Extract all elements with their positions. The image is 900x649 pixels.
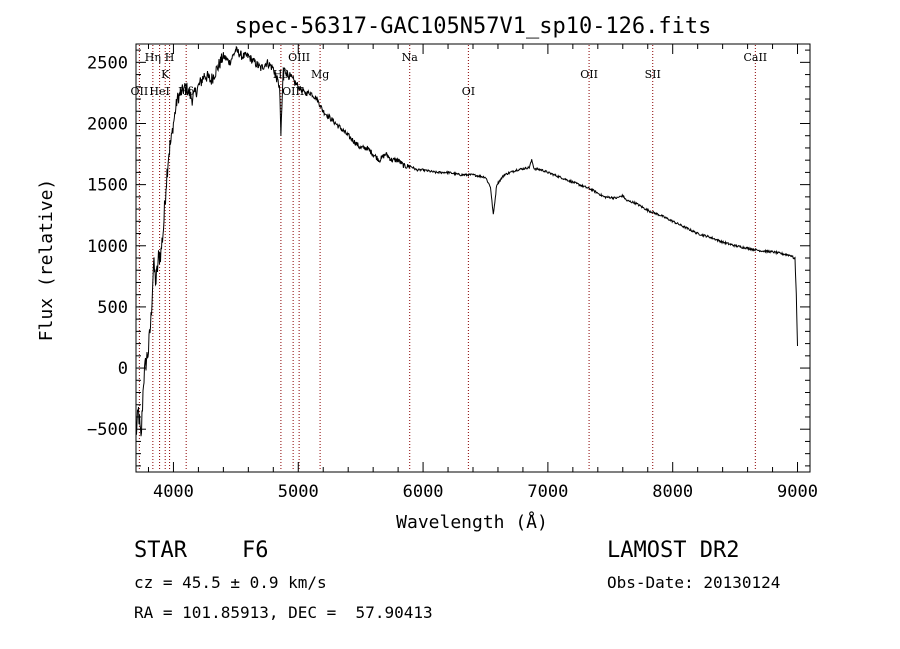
line-label: OIII: [288, 51, 310, 64]
spectrum-chart: spec-56317-GAC105N57V1_sp10-126.fits OII…: [36, 14, 818, 533]
y-tick-label: 1500: [87, 176, 128, 196]
spectrum-line: [135, 45, 798, 437]
x-tick-label: 5000: [278, 482, 319, 502]
x-axis-label: Wavelength (Å): [396, 511, 548, 533]
chart-title: spec-56317-GAC105N57V1_sp10-126.fits: [235, 14, 712, 39]
object-class: STAR: [134, 538, 187, 563]
y-tick-label: 2500: [87, 53, 128, 73]
spectral-line-markers: [138, 45, 756, 471]
line-label: Mg: [311, 68, 329, 81]
line-label: OIII: [282, 85, 304, 98]
x-axis: 4000 5000 6000 7000 8000 9000: [147, 44, 818, 502]
coordinates: RA = 101.85913, DEC = 57.90413: [134, 603, 433, 622]
y-tick-label: 0: [118, 359, 128, 379]
y-axis: −500 0 500 1000 1500 2000 2500: [87, 49, 810, 467]
plot-frame: [135, 43, 811, 473]
line-label: Na: [402, 51, 419, 64]
survey-name: LAMOST DR2: [607, 538, 740, 563]
redshift-value: cz = 45.5 ± 0.9 km/s: [134, 573, 327, 592]
line-label: K: [161, 68, 170, 81]
line-label: OII: [580, 68, 598, 81]
line-label: HeI: [149, 85, 169, 98]
line-label: CaII: [743, 51, 767, 64]
object-subclass: F6: [242, 538, 269, 563]
line-label: Hη: [145, 51, 161, 64]
x-tick-label: 6000: [403, 482, 444, 502]
x-tick-label: 7000: [527, 482, 568, 502]
x-tick-label: 4000: [153, 482, 194, 502]
line-label: H: [165, 51, 175, 64]
x-tick-label: 9000: [777, 482, 818, 502]
y-tick-label: 500: [97, 298, 128, 318]
x-tick-label: 8000: [652, 482, 693, 502]
line-label: OII: [131, 85, 149, 98]
y-tick-label: 2000: [87, 114, 128, 134]
obs-date: Obs-Date: 20130124: [607, 573, 781, 592]
line-label: OI: [462, 85, 475, 98]
y-axis-label: Flux (relative): [36, 179, 57, 342]
y-tick-label: 1000: [87, 237, 128, 257]
y-tick-label: −500: [87, 420, 128, 440]
line-label: SII: [645, 68, 661, 81]
